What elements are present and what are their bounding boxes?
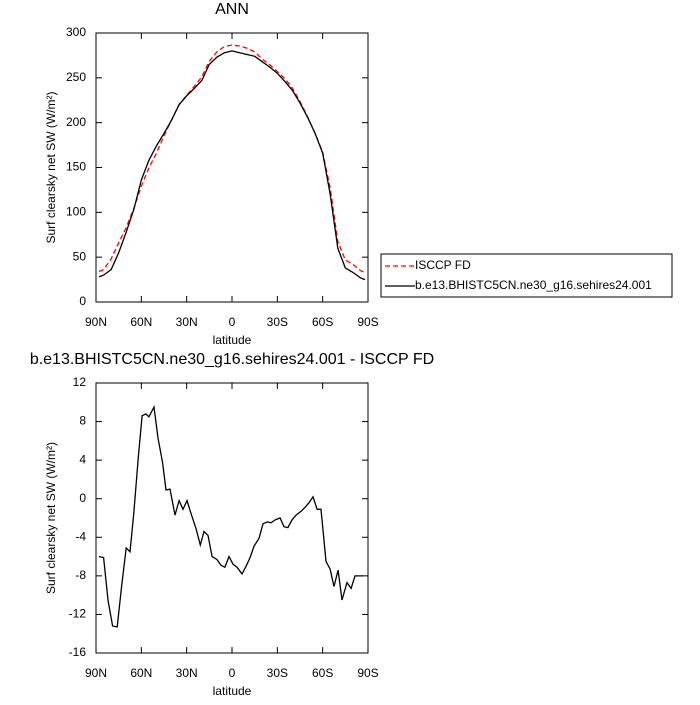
y-tick-label: 8: [79, 414, 86, 428]
x-tick-label: 0: [229, 315, 236, 329]
y-axis-label: Surf clearsky net SW (W/m²): [44, 442, 58, 594]
data-line: [98, 404, 363, 628]
y-tick-label: -12: [69, 607, 87, 621]
y-tick-label: 300: [66, 25, 86, 39]
data-line: [98, 50, 366, 281]
x-tick-label: 30S: [267, 666, 288, 680]
data-line: [98, 44, 366, 274]
legend: ISCCP FD b.e13.BHISTC5CN.ne30_g16.sehires…: [380, 253, 673, 298]
y-tick-label: 0: [79, 491, 86, 505]
y-tick-label: 150: [66, 160, 86, 174]
y-tick-label: 250: [66, 70, 86, 84]
x-tick-label: 90S: [357, 315, 378, 329]
x-tick-label: 90S: [357, 666, 378, 680]
y-tick-label: -4: [75, 529, 86, 543]
y-tick-label: -8: [75, 568, 86, 582]
legend-frame: [380, 253, 673, 298]
y-tick-label: 50: [73, 249, 87, 263]
x-axis-label: latitude: [213, 333, 252, 347]
chart-title: b.e13.BHISTC5CN.ne30_g16.sehires24.001 -…: [30, 351, 434, 368]
x-tick-label: 60S: [312, 315, 333, 329]
x-tick-label: 60N: [130, 666, 152, 680]
legend-label: ISCCP FD: [415, 258, 471, 272]
y-axis-label: Surf clearsky net SW (W/m²): [44, 91, 58, 243]
x-tick-label: 90N: [85, 315, 107, 329]
x-tick-label: 60N: [130, 315, 152, 329]
y-tick-label: -16: [69, 645, 87, 659]
x-tick-label: 60S: [312, 666, 333, 680]
y-tick-label: 100: [66, 205, 86, 219]
chart-title: ANN: [215, 1, 249, 18]
y-tick-label: 0: [79, 294, 86, 308]
x-axis-label: latitude: [213, 684, 252, 698]
x-tick-label: 30S: [267, 315, 288, 329]
x-tick-label: 0: [229, 666, 236, 680]
plot-frame: [95, 32, 369, 303]
plot-frame: [95, 382, 369, 654]
y-tick-label: 12: [73, 375, 87, 389]
x-tick-label: 30N: [176, 315, 198, 329]
y-tick-label: 4: [79, 452, 86, 466]
x-tick-label: 90N: [85, 666, 107, 680]
y-tick-label: 200: [66, 115, 86, 129]
legend-label: b.e13.BHISTC5CN.ne30_g16.sehires24.001: [415, 278, 652, 292]
x-tick-label: 30N: [176, 666, 198, 680]
